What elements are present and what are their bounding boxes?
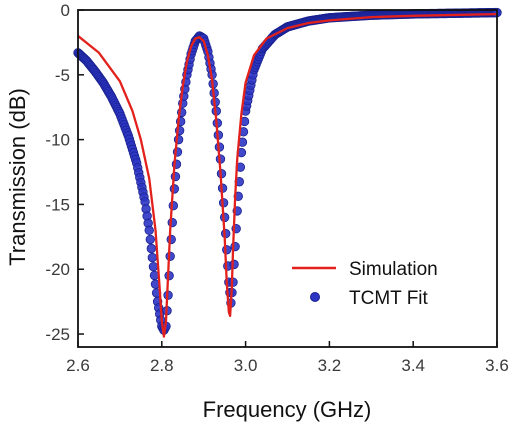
plot-frame bbox=[77, 9, 498, 348]
legend: Simulation TCMT Fit bbox=[292, 259, 438, 309]
tcmt-fit-point bbox=[229, 259, 239, 270]
tcmt-fit-point bbox=[222, 245, 232, 255]
tick-layer: 2.6 2.8 3.0 3.2 3.4 3.6 0 -5 -10 -15 -20 -25 bbox=[45, 1, 508, 375]
y-tick-label: -5 bbox=[55, 66, 70, 85]
tcmt-fit-point bbox=[146, 243, 157, 254]
y-tick-label: -25 bbox=[45, 325, 70, 344]
x-tick-label: 3.6 bbox=[485, 356, 509, 375]
y-axis-title: Transmission (dB) bbox=[5, 88, 30, 266]
x-tick-label: 3.4 bbox=[401, 356, 425, 375]
tcmt-fit-point bbox=[148, 261, 159, 272]
y-tick-label: -15 bbox=[45, 195, 70, 214]
y-tick-label: 0 bbox=[61, 1, 70, 20]
tcmt-fit-point bbox=[145, 234, 155, 245]
y-tick-label: -10 bbox=[45, 131, 70, 150]
simulation-line bbox=[77, 13, 498, 338]
tcmt-fit-point bbox=[169, 184, 180, 194]
series-layer bbox=[73, 7, 502, 338]
tcmt-fit-point bbox=[144, 225, 154, 236]
x-axis-title: Frequency (GHz) bbox=[203, 397, 372, 422]
tcmt-fit-point bbox=[166, 234, 176, 245]
legend-tcmt-marker bbox=[310, 292, 320, 302]
tcmt-fit-point bbox=[147, 252, 158, 263]
tcmt-fit-point bbox=[168, 201, 179, 211]
x-tick-label: 3.0 bbox=[234, 356, 258, 375]
y-tick-label: -20 bbox=[45, 260, 70, 279]
tcmt-fit-point bbox=[167, 217, 177, 228]
x-tick-label: 2.6 bbox=[66, 356, 90, 375]
legend-tcmt-label: TCMT Fit bbox=[349, 288, 429, 309]
x-tick-label: 3.2 bbox=[318, 356, 342, 375]
x-tick-label: 2.8 bbox=[150, 356, 174, 375]
legend-simulation-label: Simulation bbox=[349, 259, 438, 280]
